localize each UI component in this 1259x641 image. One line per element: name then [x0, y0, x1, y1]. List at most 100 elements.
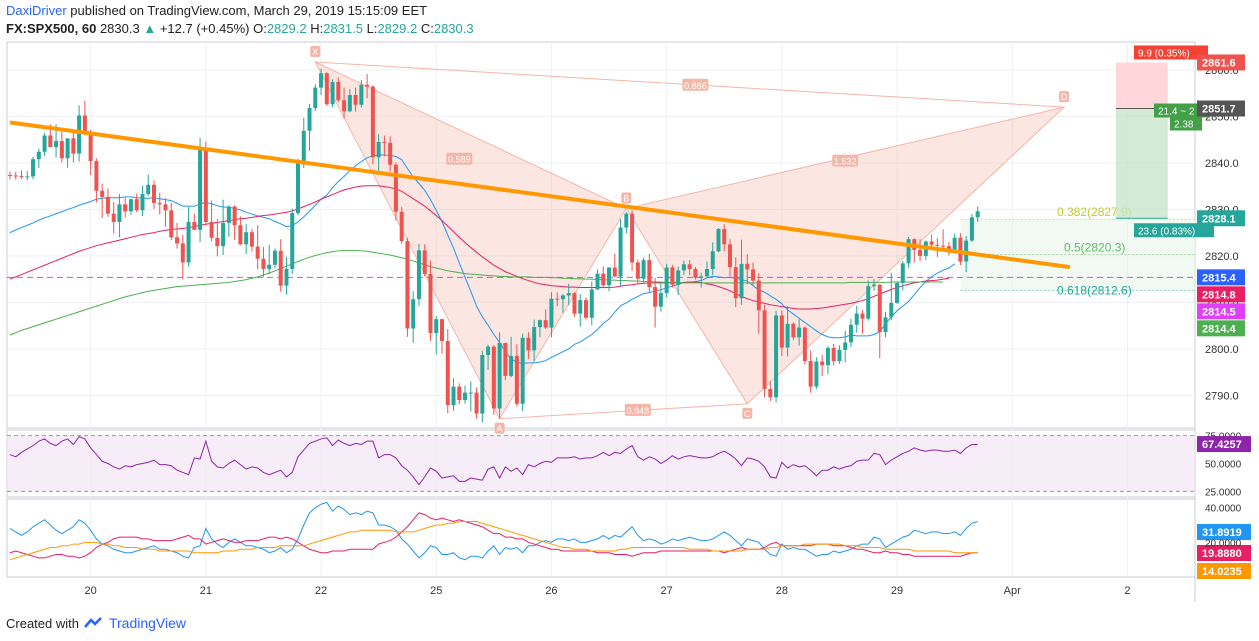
candle-body — [232, 206, 237, 226]
candle-body — [422, 250, 427, 275]
candle-body — [641, 260, 646, 279]
candle-body — [163, 204, 168, 211]
candle-body — [739, 263, 744, 299]
footer: Created with TradingView — [6, 615, 186, 631]
rsi-band — [7, 435, 1195, 492]
price-axis-label-box — [1197, 269, 1245, 286]
candle-body — [768, 388, 773, 398]
candle-body — [468, 392, 473, 394]
rsi-line — [9, 436, 978, 486]
candle-body — [774, 315, 779, 398]
candle-body — [451, 386, 456, 406]
tradingview-logo-icon — [84, 617, 102, 628]
fib-level-label: 0.5(2820.3) — [1064, 241, 1125, 255]
candle-body — [647, 260, 652, 288]
candle-body — [969, 217, 974, 241]
candle-body — [54, 141, 59, 148]
price-axis-label: 2815.4 — [1202, 272, 1237, 284]
x-tick-label: 2 — [1124, 585, 1130, 597]
candle-body — [146, 184, 151, 195]
up-arrow-icon: ▲ — [143, 21, 157, 36]
position-ratio-label-box — [1154, 103, 1210, 118]
high-value: 2831.5 — [323, 21, 363, 36]
candle-body — [31, 159, 36, 177]
moving-average-line — [9, 249, 944, 336]
candle-body — [952, 237, 957, 250]
price-tick-label: 2820.0 — [1205, 251, 1239, 263]
candle-body — [221, 222, 226, 247]
candle-body — [733, 267, 738, 299]
candle-body — [618, 227, 623, 277]
price-axis-label: 2828.1 — [1202, 213, 1236, 225]
candle-body — [175, 237, 180, 244]
candle-body — [762, 310, 767, 389]
candle-body — [929, 241, 934, 245]
candle-body — [906, 239, 911, 264]
price-axis-label-box — [1197, 210, 1245, 227]
dmi-pane — [6, 498, 1196, 578]
symbol-info: FX:SPX500, 60 2830.3 ▲ +12.7 (+0.45%) O:… — [6, 21, 474, 36]
candle-body — [653, 287, 658, 307]
dmi-tick-label: 40.0000 — [1205, 504, 1242, 515]
price-axis-label-box — [1197, 320, 1245, 337]
candle-body — [117, 204, 122, 222]
candle-body — [676, 270, 681, 285]
candle-body — [123, 204, 128, 212]
open-value: 2829.2 — [266, 21, 307, 36]
candle-body — [296, 162, 300, 214]
harmonic-point-label: X — [312, 47, 318, 57]
harmonic-point-marker — [1059, 91, 1070, 103]
tradingview-link[interactable]: TradingView — [108, 615, 187, 631]
candle-body — [837, 349, 842, 362]
candle-body — [77, 115, 82, 154]
x-tick-label: 21 — [200, 585, 212, 597]
candle-body — [601, 273, 606, 286]
candle-body — [370, 86, 375, 158]
candle-body — [555, 298, 560, 300]
harmonic-ratio-label: 0.886 — [684, 81, 707, 91]
candle-body — [36, 151, 41, 160]
candle-body — [376, 141, 381, 158]
candle-body — [48, 135, 53, 148]
candle-body — [272, 250, 277, 265]
candle-body — [681, 264, 686, 271]
candle-body — [503, 342, 508, 376]
price-axis-label: 2814.5 — [1202, 306, 1236, 318]
candle-body — [215, 237, 220, 247]
price-axis-label: 2851.7 — [1202, 104, 1236, 116]
high-label: H: — [310, 21, 324, 36]
price-axis-label: 2814.8 — [1202, 289, 1236, 301]
candle-body — [514, 355, 519, 404]
candle-body — [751, 269, 756, 281]
x-tick-label: Apr — [1004, 585, 1021, 597]
fib-level-label: 0.382(2827.9) — [1057, 205, 1132, 219]
candle-body — [520, 337, 525, 404]
candle-body — [935, 244, 940, 246]
candle-body — [549, 298, 554, 328]
candle-body — [134, 199, 139, 211]
candle-body — [895, 282, 900, 303]
low-value: 2829.2 — [377, 21, 418, 36]
dmi-line-adx — [9, 521, 978, 561]
candle-body — [249, 232, 254, 247]
rsi-current-box — [1197, 436, 1251, 453]
candle-body — [365, 84, 370, 87]
candle-body — [434, 319, 439, 334]
position-risk-label: 23.6 (0.83%) — [1138, 226, 1195, 237]
candle-body — [946, 246, 951, 250]
candle-body — [624, 213, 629, 228]
candle-body — [825, 348, 830, 366]
candle-body — [532, 327, 537, 351]
candle-body — [791, 323, 796, 338]
position-ratio2-label: 2.38 — [1174, 120, 1194, 131]
trendline — [9, 120, 1071, 270]
candle-body — [526, 337, 531, 351]
candle-body — [918, 249, 923, 256]
candle-body — [779, 315, 784, 348]
author-link[interactable]: DaxiDriver — [6, 3, 67, 18]
candle-body — [411, 299, 416, 329]
candle-body — [140, 194, 145, 211]
candle-body — [59, 141, 64, 159]
candle-body — [710, 251, 715, 269]
